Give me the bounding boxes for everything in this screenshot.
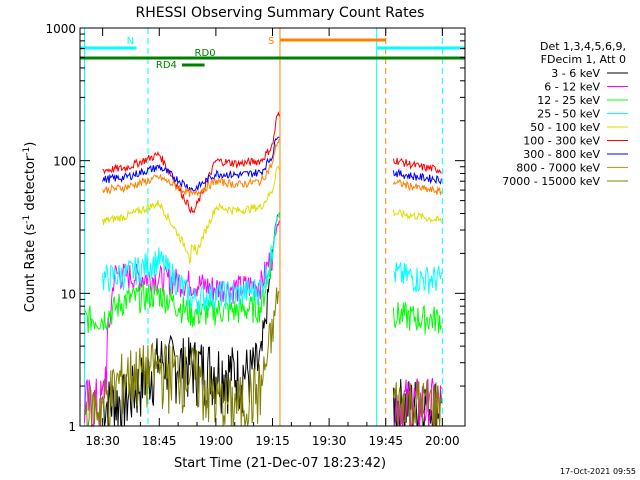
legend-header-line-2: FDecim 1, Att 0 bbox=[541, 53, 626, 66]
y-label-sup1: -1 bbox=[22, 215, 32, 224]
y-tick-label: 1 bbox=[68, 420, 76, 434]
series-line bbox=[392, 157, 442, 174]
series-line bbox=[102, 165, 280, 265]
x-tick-label: 18:45 bbox=[142, 434, 177, 448]
series-line bbox=[84, 214, 280, 334]
series-line bbox=[393, 262, 442, 295]
flag-bars: N S RD0 RD4 bbox=[80, 36, 465, 71]
series-line bbox=[102, 136, 280, 193]
x-axis: 18:30 18:45 19:00 19:15 19:30 19:45 20:00 bbox=[85, 28, 460, 448]
x-tick-label: 19:30 bbox=[312, 434, 347, 448]
y-label-sup2: -1 bbox=[22, 147, 32, 156]
legend-label: 300 - 800 keV bbox=[523, 148, 600, 161]
y-label-end: ) bbox=[23, 142, 38, 147]
x-tick-label: 20:00 bbox=[425, 434, 460, 448]
legend-label: 25 - 50 keV bbox=[537, 108, 600, 121]
y-label-main: Count Rate (s bbox=[23, 224, 38, 313]
series-layer bbox=[84, 111, 442, 428]
legend-label: 7000 - 15000 keV bbox=[502, 175, 600, 188]
series-line bbox=[392, 209, 442, 224]
legend-label: 100 - 300 keV bbox=[523, 135, 600, 148]
flag-label-n: N bbox=[127, 36, 134, 47]
flag-label-rd4: RD4 bbox=[156, 60, 177, 71]
legend-label: 3 - 6 keV bbox=[551, 67, 600, 80]
x-tick-label: 19:15 bbox=[255, 434, 290, 448]
legend-label: 6 - 12 keV bbox=[544, 81, 600, 94]
y-label-mid: detector bbox=[23, 155, 38, 215]
series-line bbox=[102, 138, 280, 198]
legend: Det 1,3,4,5,6,9, FDecim 1, Att 0 3 - 6 k… bbox=[502, 40, 628, 188]
y-tick-label: 1000 bbox=[45, 22, 76, 36]
x-axis-label: Start Time (21-Dec-07 18:23:42) bbox=[174, 456, 386, 471]
series-line bbox=[392, 168, 442, 185]
legend-label: 12 - 25 keV bbox=[537, 94, 600, 107]
y-axis-label: Count Rate (s-1 detector-1) bbox=[22, 142, 38, 313]
x-tick-label: 18:30 bbox=[85, 434, 120, 448]
legend-label: 800 - 7000 keV bbox=[516, 162, 600, 175]
flag-label-s: S bbox=[268, 36, 274, 47]
legend-label: 50 - 100 keV bbox=[530, 121, 600, 134]
legend-header-line-1: Det 1,3,4,5,6,9, bbox=[540, 40, 626, 53]
y-axis: 1 10 100 1000 bbox=[45, 22, 465, 434]
chart-title: RHESSI Observing Summary Count Rates bbox=[136, 5, 425, 21]
x-tick-label: 19:45 bbox=[368, 434, 403, 448]
footer-date: 17-Oct-2021 09:55 bbox=[560, 467, 636, 476]
x-tick-label: 19:00 bbox=[199, 434, 234, 448]
series-line bbox=[102, 111, 280, 214]
y-tick-label: 100 bbox=[53, 155, 76, 169]
y-tick-label: 10 bbox=[61, 287, 76, 301]
flag-label-rd0: RD0 bbox=[195, 48, 216, 59]
series-line bbox=[392, 380, 442, 427]
series-line bbox=[102, 211, 280, 314]
series-line bbox=[392, 301, 442, 335]
plot-frame bbox=[79, 27, 466, 427]
series-line bbox=[392, 178, 442, 195]
series-line bbox=[84, 287, 280, 427]
